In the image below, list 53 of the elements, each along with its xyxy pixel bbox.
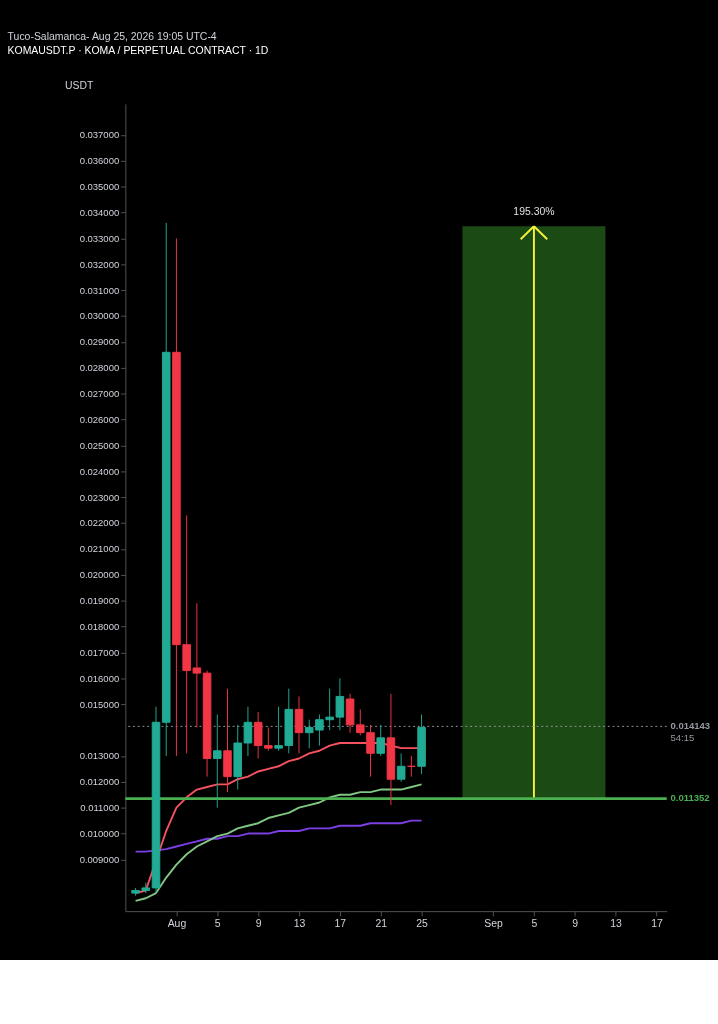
- y-tick-label: 0.021000: [79, 543, 120, 555]
- y-tick-label: 0.030000: [79, 310, 120, 322]
- x-tick-label: 21: [375, 917, 388, 929]
- y-axis-title: USDT: [65, 80, 95, 92]
- ref-line-label: 0.011352: [670, 792, 710, 804]
- candlestick: [396, 752, 406, 783]
- y-tick-label: 0.009000: [79, 853, 120, 865]
- x-tick-label: 25: [416, 917, 429, 929]
- y-tick-label: 0.031000: [79, 284, 120, 296]
- y-tick-label: 0.034000: [79, 206, 120, 218]
- text: 54:15: [670, 731, 695, 743]
- ref-line-label: 0.014143: [670, 720, 711, 732]
- y-tick-label: 0.015000: [79, 698, 120, 710]
- line-series: [134, 819, 423, 853]
- y-tick-label: 0.023000: [79, 491, 120, 503]
- y-tick-label: 0.020000: [79, 569, 120, 581]
- line-series: [134, 783, 423, 902]
- chart-title: Tuco-Salamanca- Aug 25, 2026 19:05 UTC-4: [7, 31, 217, 43]
- y-tick-label: 0.011000: [80, 802, 120, 814]
- x-tick-label: 17: [334, 917, 347, 929]
- x-tick-label: Sep: [484, 917, 504, 929]
- y-tick-label: 0.018000: [79, 620, 120, 632]
- y-tick-label: 0.033000: [79, 232, 120, 244]
- y-tick-label: 0.036000: [79, 155, 120, 167]
- y-tick-label: 0.029000: [79, 336, 120, 348]
- x-tick-label: 13: [610, 917, 623, 929]
- x-tick-label: 5: [214, 917, 221, 929]
- y-tick-label: 0.035000: [79, 181, 120, 193]
- candlestick: [376, 724, 385, 757]
- y-tick-label: 0.016000: [79, 672, 120, 684]
- candlestick: [294, 695, 304, 754]
- y-tick-label: 0.010000: [79, 827, 120, 839]
- y-tick-label: 0.013000: [79, 750, 120, 762]
- y-tick-label: 0.027000: [79, 388, 120, 400]
- x-tick-label: 9: [255, 917, 262, 929]
- x-tick-label: Aug: [167, 917, 187, 929]
- y-tick-label: 0.028000: [79, 362, 120, 374]
- candlestick: [213, 714, 222, 809]
- y-tick-label: 0.022000: [79, 517, 120, 529]
- x-tick-label: 13: [293, 917, 306, 929]
- chart-subtitle: KOMAUSDT.P · KOMA / PERPETUAL CONTRACT · 1D: [7, 44, 269, 56]
- x-tick-label: 5: [531, 917, 538, 929]
- y-tick-label: 0.012000: [79, 776, 120, 788]
- y-tick-label: 0.024000: [79, 465, 120, 477]
- y-tick-label: 0.032000: [79, 258, 120, 270]
- x-tick-label: 9: [572, 917, 579, 929]
- annotation: 195.30%: [513, 205, 555, 217]
- y-tick-label: 0.025000: [79, 439, 120, 451]
- y-tick-label: 0.037000: [79, 129, 120, 141]
- x-tick-label: 17: [651, 917, 663, 929]
- y-tick-label: 0.019000: [79, 595, 120, 607]
- y-tick-label: 0.017000: [79, 646, 120, 658]
- y-tick-label: 0.026000: [79, 413, 120, 425]
